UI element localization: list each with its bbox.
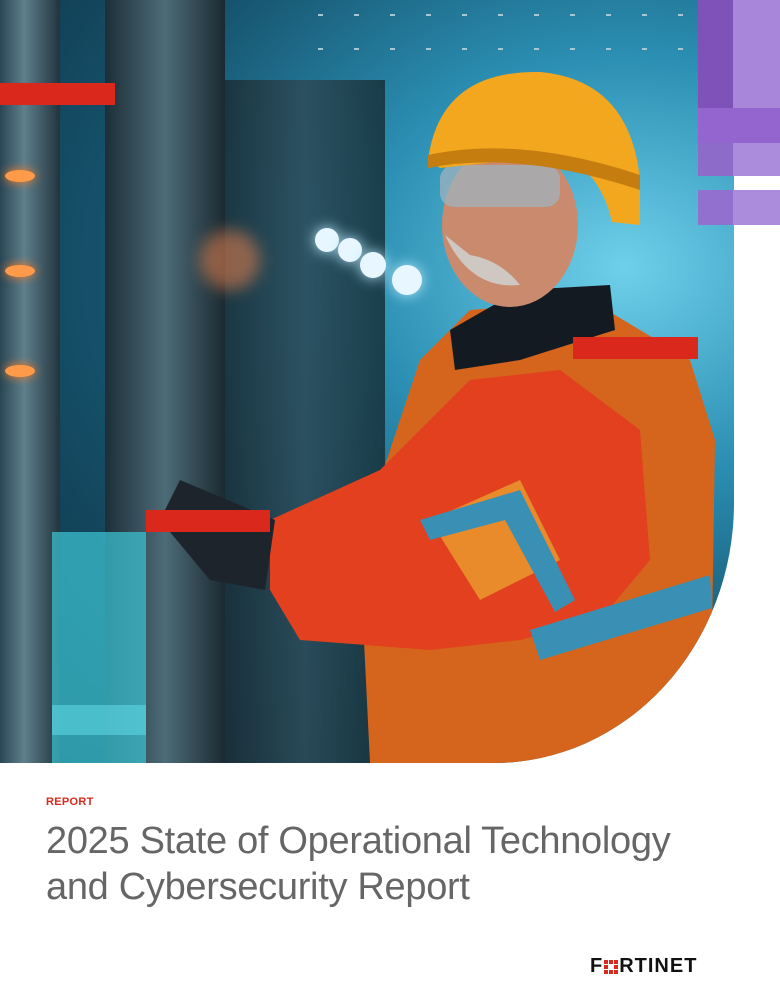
purple-accent-block xyxy=(733,143,780,176)
cyan-accent-stripe xyxy=(52,705,146,735)
light xyxy=(200,230,260,290)
purple-accent-block xyxy=(698,143,733,176)
grid-dot xyxy=(678,48,683,50)
grid-dot xyxy=(498,48,503,50)
logo-text-suffix: RTINET xyxy=(619,955,698,977)
purple-accent-block xyxy=(698,0,733,108)
red-accent-bar xyxy=(0,83,115,105)
worker-figure xyxy=(160,71,715,763)
grid-dot xyxy=(354,48,359,50)
grid-dot xyxy=(570,14,575,16)
grid-dot xyxy=(606,14,611,16)
grid-dot xyxy=(606,48,611,50)
logo-grid-icon xyxy=(604,959,619,974)
grid-dot xyxy=(642,48,647,50)
purple-accent-block xyxy=(733,0,780,108)
document-type-label: REPORT xyxy=(46,796,94,808)
equipment-rack xyxy=(225,80,385,763)
grid-dot xyxy=(318,14,323,16)
purple-accent-block xyxy=(698,190,733,225)
light xyxy=(392,265,422,295)
grid-dot xyxy=(534,14,539,16)
title-line-2: and Cybersecurity Report xyxy=(46,866,470,908)
grid-dot xyxy=(642,14,647,16)
red-accent-bar xyxy=(146,510,270,532)
grid-dot xyxy=(678,14,683,16)
grid-dot xyxy=(426,48,431,50)
grid-dot xyxy=(390,14,395,16)
light xyxy=(5,170,35,182)
title-line-1: 2025 State of Operational Technology xyxy=(46,820,671,862)
grid-dot xyxy=(534,48,539,50)
grid-dot xyxy=(462,48,467,50)
light xyxy=(5,365,35,377)
purple-accent-block xyxy=(698,108,780,143)
grid-dot xyxy=(462,14,467,16)
light xyxy=(5,265,35,277)
purple-accent-block xyxy=(733,190,780,225)
light xyxy=(315,228,339,252)
grid-dot xyxy=(426,14,431,16)
report-title: 2025 State of Operational Technology and… xyxy=(46,818,746,910)
grid-dot xyxy=(498,14,503,16)
grid-dot xyxy=(390,48,395,50)
red-accent-bar xyxy=(573,337,698,359)
light xyxy=(338,238,362,262)
light xyxy=(360,252,386,278)
logo-text-prefix: F xyxy=(590,955,604,977)
fortinet-logo: F RTINET xyxy=(590,955,697,978)
grid-dot xyxy=(354,14,359,16)
equipment-rack xyxy=(0,0,60,763)
cover-photo xyxy=(0,0,734,763)
grid-dot xyxy=(570,48,575,50)
grid-dot xyxy=(318,48,323,50)
